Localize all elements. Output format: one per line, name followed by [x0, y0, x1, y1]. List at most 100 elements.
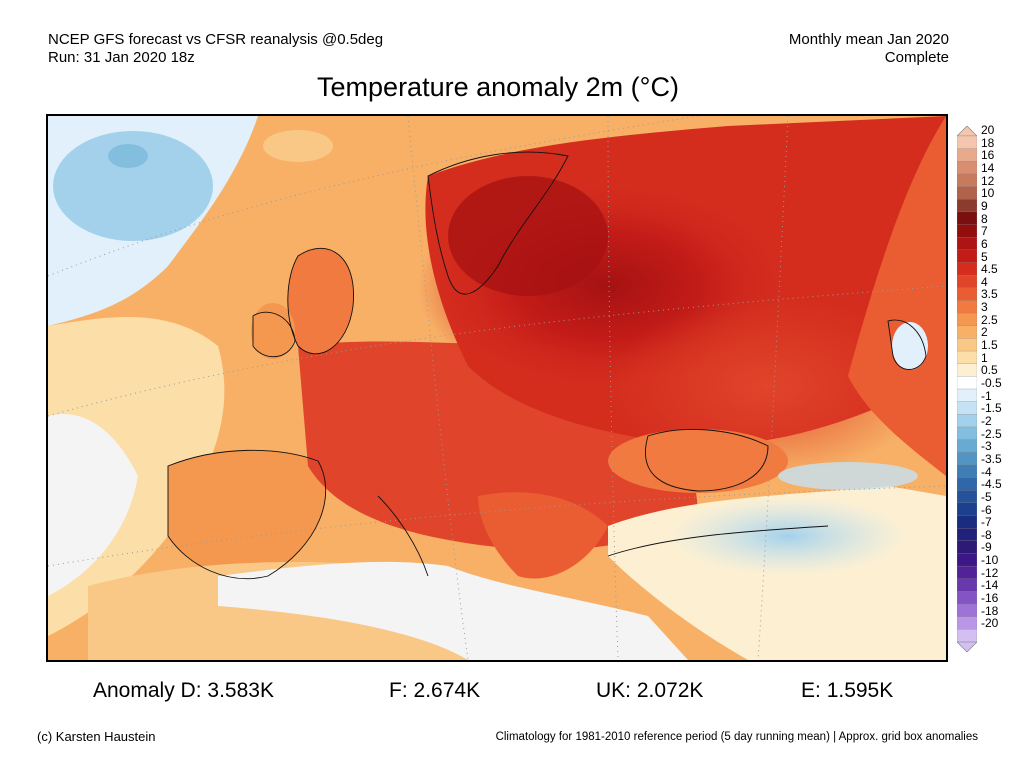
colorbar-tick-label: 7: [981, 224, 988, 239]
period-line: Monthly mean Jan 2020: [788, 31, 949, 48]
stat-f-value: 2.674K: [413, 679, 481, 702]
colorbar-tick-label: 12: [981, 173, 995, 188]
colorbar-swatch: [957, 376, 977, 390]
stat-uk: UK: 2.072K: [596, 679, 703, 703]
cold-core-atlantic: [53, 131, 213, 241]
colorbar-tick-label: -12: [981, 565, 999, 580]
colorbar-swatch: [957, 464, 977, 478]
stat-e-value: 1.595K: [826, 679, 894, 702]
cold-anatolia: [668, 496, 908, 576]
colorbar-swatch: [957, 477, 977, 491]
far-east-warm: [848, 116, 946, 476]
colorbar-swatch: [957, 161, 977, 175]
colorbar-swatch: [957, 363, 977, 377]
colorbar-swatch: [957, 199, 977, 213]
colorbar-tick-label: 4: [981, 274, 988, 289]
colorbar-tick-label: -20: [981, 616, 999, 631]
colorbar-swatch: [957, 452, 977, 466]
colorbar-tick-label: -16: [981, 591, 999, 606]
colorbar-tick-label: -3: [981, 439, 992, 454]
colorbar-tick-label: -18: [981, 603, 999, 618]
map-title: Temperature anomaly 2m (°C): [317, 72, 679, 102]
anomaly-map: [46, 114, 948, 662]
colorbar-tick-label: -3.5: [981, 451, 1002, 466]
ireland-region: [251, 303, 295, 359]
colorbar-swatch: [957, 135, 977, 150]
colorbar-swatch: [957, 490, 977, 504]
colorbar-swatch: [957, 148, 977, 162]
anomaly-map-graphic: [48, 116, 946, 660]
colorbar-swatch: [957, 629, 977, 643]
colorbar-swatch: [957, 262, 977, 276]
colorbar-swatch: [957, 173, 977, 188]
colorbar-top-arrow: [957, 126, 977, 137]
colorbar-swatch: [957, 591, 977, 605]
balkans-region: [478, 492, 608, 579]
colorbar-tick-label: 6: [981, 236, 988, 251]
cold-spot-atlantic: [108, 144, 148, 168]
colorbar-tick-label: -4: [981, 464, 992, 479]
iberia-region: [168, 450, 326, 579]
colorbar-swatch: [957, 350, 977, 365]
colorbar-swatch: [957, 515, 977, 529]
mediterranean-sea: [218, 561, 688, 660]
colorbar-tick-label: -2: [981, 413, 992, 428]
stat-f-label: F:: [389, 679, 408, 702]
colorbar-swatch: [957, 414, 977, 428]
colorbar-tick-label: 20: [981, 123, 995, 137]
colorbar-swatch: [957, 565, 977, 580]
colorbar-tick-label: -1: [981, 388, 992, 403]
colorbar-swatch: [957, 502, 977, 516]
stat-d-value: 3.583K: [207, 679, 274, 702]
colorbar-swatch: [957, 426, 977, 441]
colorbar-swatch: [957, 401, 977, 415]
colorbar-swatch: [957, 388, 977, 403]
colorbar-swatch: [957, 616, 977, 630]
header-right: Monthly mean Jan 2020 Complete: [789, 31, 949, 67]
colorbar: [957, 126, 977, 652]
coastlines: [167, 151, 927, 580]
climatology-note: Climatology for 1981-2010 reference peri…: [495, 731, 978, 743]
source-line: NCEP GFS forecast vs CFSR reanalysis @0.…: [48, 31, 384, 48]
colorbar-bottom-arrow: [957, 641, 977, 652]
colorbar-swatch: [957, 300, 977, 314]
run-line: Run: 31 Jan 2020 18z: [48, 49, 195, 66]
colorbar-tick-label: -2.5: [981, 426, 1002, 441]
colorbar-tick-label: 2.5: [981, 312, 998, 327]
colorbar-tick-label: 2: [981, 325, 988, 340]
lake-east: [892, 322, 928, 370]
iceland-region: [263, 130, 333, 162]
colorbar-tick-label: -8: [981, 527, 992, 542]
colorbar-tick-label: 5: [981, 249, 988, 264]
credit: (c) Karsten Haustein: [37, 729, 156, 744]
stat-uk-label: UK:: [596, 679, 632, 702]
colorbar-tick-label: 16: [981, 148, 995, 163]
colorbar-tick-label: 18: [981, 135, 995, 150]
colorbar-tick-label: 1: [981, 350, 988, 365]
colorbar-swatch: [957, 312, 977, 327]
colorbar-tick-label: 3: [981, 300, 988, 315]
colorbar-swatch: [957, 224, 977, 238]
colorbar-swatch: [957, 325, 977, 339]
colorbar-tick-label: -9: [981, 540, 992, 555]
colorbar-tick-label: 0.5: [981, 363, 998, 378]
colorbar-tick-label: 9: [981, 198, 988, 213]
black-sea: [608, 429, 788, 493]
colorbar-tick-label: -7: [981, 515, 992, 530]
stat-f: F: 2.674K: [389, 679, 480, 703]
colorbar-tick-label: 3.5: [981, 287, 998, 302]
colorbar-swatch: [957, 211, 977, 226]
country-stats: Anomaly D: 3.583K F: 2.674K UK: 2.072K E…: [0, 679, 1024, 707]
colorbar-swatch: [957, 249, 977, 263]
graticule: [48, 116, 946, 660]
header-left: NCEP GFS forecast vs CFSR reanalysis @0.…: [48, 31, 383, 67]
colorbar-tick-label: 8: [981, 211, 988, 226]
colorbar-tick-label: 14: [981, 160, 995, 175]
stat-uk-value: 2.072K: [636, 679, 704, 702]
neutral-ocean-west: [48, 414, 138, 596]
colorbar-swatch: [957, 439, 977, 453]
colorbar-swatch: [957, 287, 977, 301]
status-line: Complete: [884, 49, 949, 66]
colorbar-tick-label: 1.5: [981, 338, 998, 353]
colorbar-swatch: [957, 338, 977, 352]
